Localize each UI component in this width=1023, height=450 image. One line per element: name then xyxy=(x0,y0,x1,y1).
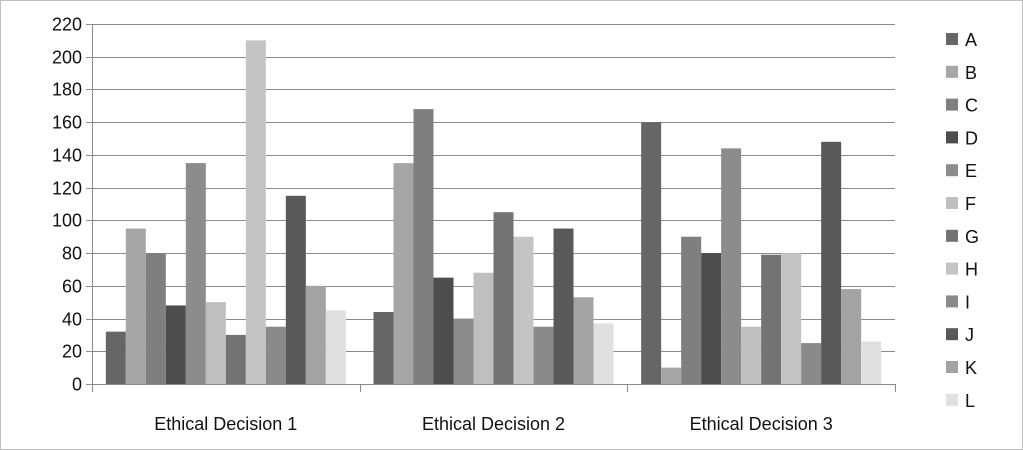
legend-label-c: C xyxy=(965,96,978,116)
category-label-3: Ethical Decision 3 xyxy=(690,414,833,434)
bar-h-2 xyxy=(513,236,534,384)
bar-h-3 xyxy=(781,253,802,384)
bar-h-1 xyxy=(245,40,266,385)
legend-swatch-d xyxy=(946,131,958,144)
bar-e-1 xyxy=(185,163,206,384)
bar-j-3 xyxy=(821,141,842,384)
y-tick-label: 40 xyxy=(62,310,82,330)
bar-g-2 xyxy=(493,212,514,384)
y-tick-label: 120 xyxy=(52,179,82,199)
bar-l-3 xyxy=(861,341,882,384)
bar-l-1 xyxy=(325,310,346,384)
y-tick-label: 160 xyxy=(52,113,82,133)
y-tick-label: 60 xyxy=(62,277,82,297)
y-tick-label: 0 xyxy=(72,375,82,395)
legend-swatch-f xyxy=(946,197,958,209)
y-tick-label: 200 xyxy=(52,48,82,68)
legend-label-e: E xyxy=(965,161,977,181)
legend-swatch-j xyxy=(946,328,958,341)
legend-label-d: D xyxy=(965,128,978,148)
y-tick-labels: 0 20 40 60 80 100 120 140 160 180 200 220 xyxy=(52,15,82,395)
legend-swatch-g xyxy=(946,229,958,242)
legend-label-i: I xyxy=(965,292,970,312)
y-tick-label: 180 xyxy=(52,80,82,100)
bar-k-3 xyxy=(841,289,862,384)
bar-d-1 xyxy=(165,305,186,384)
bar-g-3 xyxy=(761,254,782,384)
bar-l-2 xyxy=(593,323,614,384)
bar-b-1 xyxy=(125,228,146,384)
legend-label-l: L xyxy=(965,391,975,411)
legend-swatch-h xyxy=(946,262,958,275)
bar-i-3 xyxy=(801,343,822,384)
legend-swatch-a xyxy=(946,33,958,45)
legend-swatch-b xyxy=(946,65,958,78)
bar-a-3 xyxy=(641,122,662,385)
legend-label-a: A xyxy=(965,30,977,50)
legend-swatch-i xyxy=(946,295,958,308)
y-tick-label: 140 xyxy=(52,146,82,166)
axes xyxy=(86,24,896,392)
legend-label-j: J xyxy=(965,325,974,345)
bar-b-3 xyxy=(661,367,682,384)
bar-i-1 xyxy=(265,326,286,384)
bar-a-1 xyxy=(105,331,126,384)
bar-g-1 xyxy=(225,334,246,384)
bar-j-2 xyxy=(553,228,574,384)
bar-c-1 xyxy=(145,253,166,384)
y-tick-label: 220 xyxy=(52,15,82,35)
bar-k-2 xyxy=(573,297,594,384)
legend-swatch-k xyxy=(946,361,958,373)
bar-k-1 xyxy=(305,285,326,384)
bar-i-2 xyxy=(533,326,554,384)
legend-label-k: K xyxy=(965,358,977,378)
bar-f-3 xyxy=(741,326,762,384)
bar-d-2 xyxy=(433,277,454,384)
legend-label-h: H xyxy=(965,260,978,280)
y-tick-label: 100 xyxy=(52,211,82,231)
legend-swatch-c xyxy=(946,98,958,111)
bar-f-2 xyxy=(473,272,494,384)
legend-swatch-e xyxy=(946,164,958,177)
legend-label-g: G xyxy=(965,227,979,247)
bar-c-2 xyxy=(413,109,434,384)
legend-label-f: F xyxy=(965,194,976,214)
bar-d-3 xyxy=(701,253,722,384)
bars xyxy=(105,40,882,385)
bar-a-2 xyxy=(373,312,394,384)
bar-b-2 xyxy=(393,163,414,384)
bar-c-3 xyxy=(681,236,702,384)
legend-label-b: B xyxy=(965,63,977,83)
bar-e-3 xyxy=(721,148,742,384)
y-tick-label: 80 xyxy=(62,244,82,264)
y-tick-label: 20 xyxy=(62,342,82,362)
x-category-labels: Ethical Decision 1 Ethical Decision 2 Ethi… xyxy=(154,414,832,434)
bar-f-1 xyxy=(205,302,226,384)
bar-j-1 xyxy=(285,195,306,384)
legend-swatch-l xyxy=(946,393,958,406)
bar-e-2 xyxy=(453,318,474,384)
category-label-1: Ethical Decision 1 xyxy=(154,414,297,434)
category-label-2: Ethical Decision 2 xyxy=(422,414,565,434)
